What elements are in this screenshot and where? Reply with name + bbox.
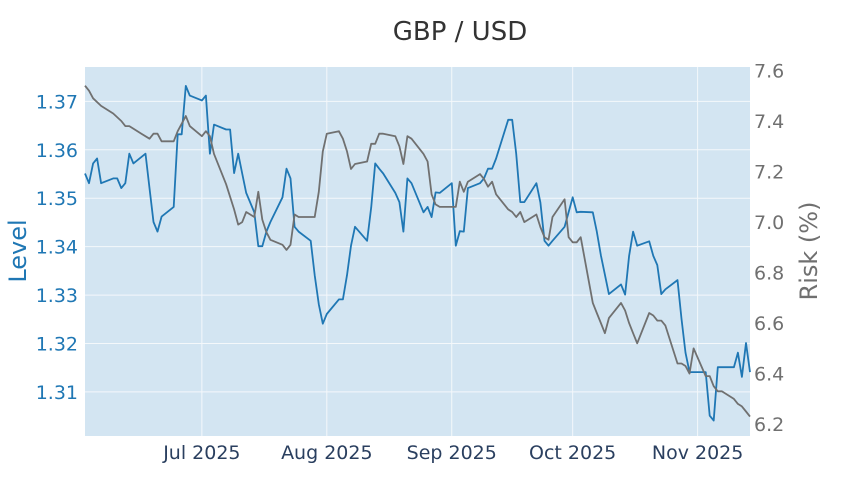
left-y-tick-label: 1.36 <box>36 140 78 162</box>
right-y-tick-label: 7.0 <box>754 212 784 234</box>
series-layer <box>84 85 751 422</box>
x-gridlines <box>201 67 699 436</box>
right-y-tick-label: 6.2 <box>754 414 784 436</box>
right-y-tick-label: 6.6 <box>754 313 784 335</box>
level-series-line <box>84 85 751 422</box>
right-y-tick-labels: 6.2 6.4 6.6 6.8 7.0 7.2 7.4 7.6 <box>754 61 784 437</box>
x-tick-label: Nov 2025 <box>652 442 743 464</box>
right-y-tick-label: 7.6 <box>754 61 784 83</box>
right-y-tick-label: 6.8 <box>754 263 784 285</box>
right-y-tick-label: 7.4 <box>754 111 784 133</box>
left-y-axis-label: Level <box>4 219 32 282</box>
plot-background <box>85 67 750 436</box>
chart-title: GBP / USD <box>393 17 528 47</box>
x-tick-labels: Jul 2025 Aug 2025 Sep 2025 Oct 2025 Nov 2025 <box>162 442 743 464</box>
x-tick-label: Sep 2025 <box>407 442 497 464</box>
right-y-axis-label: Risk (%) <box>795 202 823 301</box>
right-y-tick-label: 7.2 <box>754 162 784 184</box>
left-y-tick-label: 1.32 <box>36 334 78 356</box>
left-y-tick-label: 1.34 <box>36 237 78 259</box>
left-y-tick-label: 1.37 <box>36 91 78 113</box>
risk-series-line <box>84 85 751 418</box>
right-y-tick-label: 6.4 <box>754 364 784 386</box>
x-tick-label: Jul 2025 <box>162 442 240 464</box>
x-tick-label: Aug 2025 <box>281 442 373 464</box>
y-gridlines <box>85 100 750 393</box>
left-y-tick-label: 1.31 <box>36 382 78 404</box>
left-y-tick-labels: 1.31 1.32 1.33 1.34 1.35 1.36 1.37 <box>36 91 78 404</box>
x-tick-label: Oct 2025 <box>529 442 616 464</box>
left-y-tick-label: 1.33 <box>36 285 78 307</box>
left-y-tick-label: 1.35 <box>36 188 78 210</box>
